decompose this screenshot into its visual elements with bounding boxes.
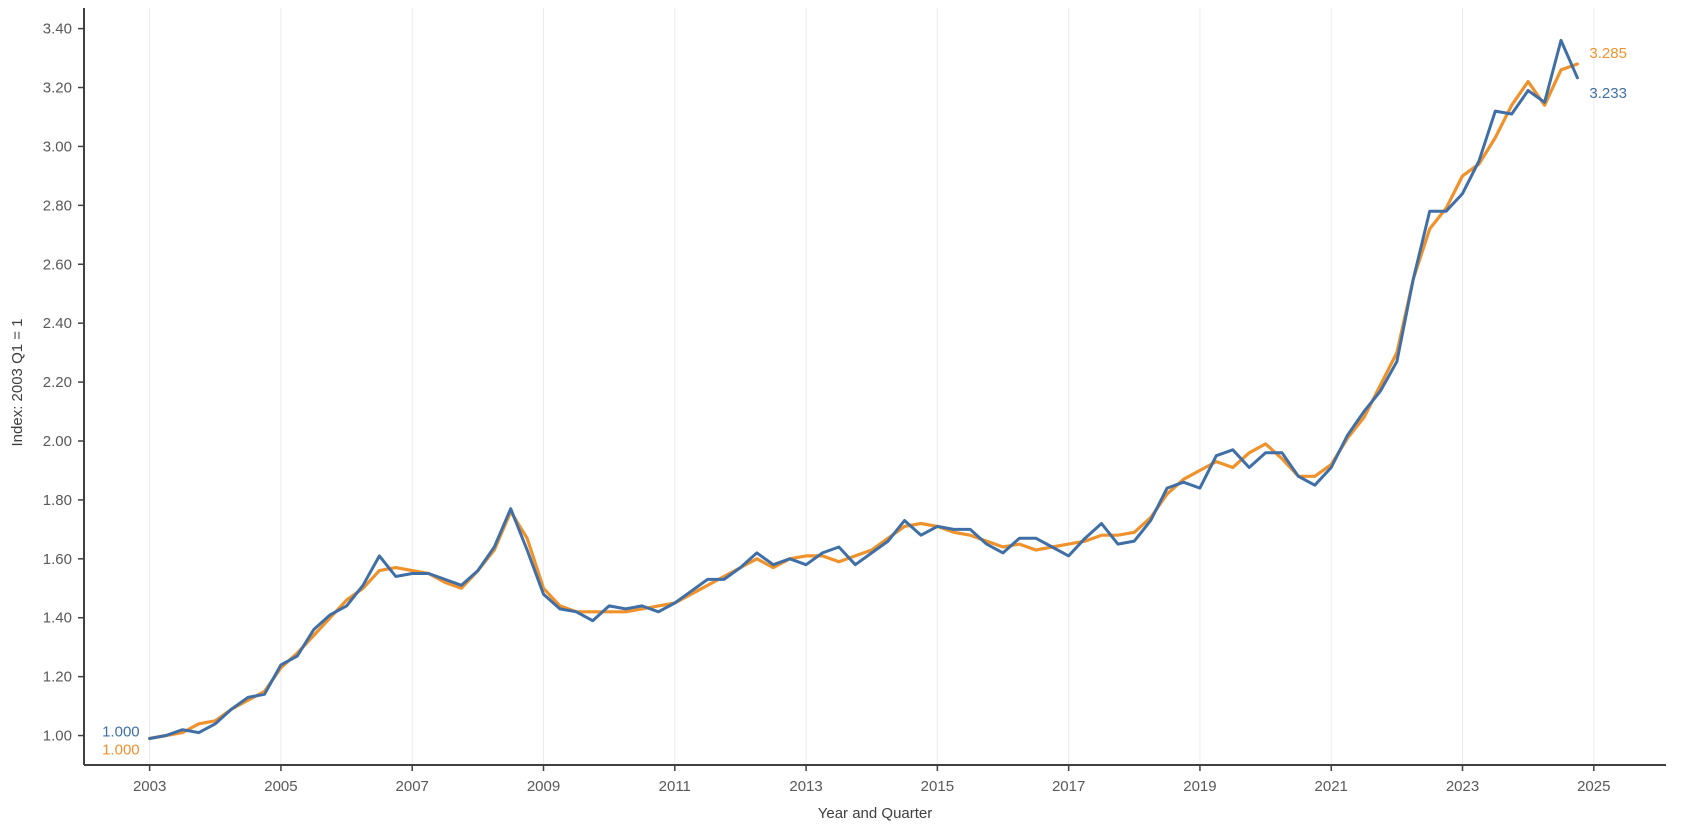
y-tick-label: 1.40 xyxy=(43,610,72,627)
orange-start-label: 1.000 xyxy=(102,741,140,758)
x-tick-label: 2023 xyxy=(1446,778,1479,795)
x-tick-label: 2009 xyxy=(527,778,560,795)
x-tick-label: 2007 xyxy=(396,778,429,795)
y-tick-label: 3.20 xyxy=(43,80,72,97)
x-tick-label: 2003 xyxy=(133,778,166,795)
y-tick-label: 2.20 xyxy=(43,374,72,391)
y-axis-title: Index: 2003 Q1 = 1 xyxy=(9,318,26,446)
x-tick-label: 2015 xyxy=(921,778,954,795)
x-tick-label: 2021 xyxy=(1315,778,1348,795)
y-tick-label: 2.40 xyxy=(43,315,72,332)
y-tick-labels: 1.00 1.20 1.40 1.60 1.80 2.00 2.20 2.40 2.60 2.80… xyxy=(43,21,84,745)
x-tick-label: 2025 xyxy=(1577,778,1610,795)
x-axis-title: Year and Quarter xyxy=(818,805,933,822)
series-end-labels: 1.000 3.285 1.000 3.233 xyxy=(102,45,1627,759)
y-tick-label: 2.80 xyxy=(43,197,72,214)
blue-start-label: 1.000 xyxy=(102,723,140,740)
x-tick-label: 2011 xyxy=(659,778,691,795)
y-tick-label: 1.00 xyxy=(43,728,72,745)
x-tick-label: 2013 xyxy=(789,778,822,795)
y-tick-label: 1.60 xyxy=(43,551,72,568)
blue-end-label: 3.233 xyxy=(1589,85,1627,102)
orange-end-label: 3.285 xyxy=(1589,45,1627,62)
x-tick-label: 2017 xyxy=(1052,778,1085,795)
series-layer xyxy=(148,38,1579,741)
y-tick-label: 2.60 xyxy=(43,256,72,273)
y-tick-label: 1.80 xyxy=(43,492,72,509)
x-tick-labels: 2003 2005 2007 2009 2011 2013 2015 2017 2019 2021… xyxy=(133,765,1610,795)
axes-layer xyxy=(83,8,1666,766)
blue-series-line xyxy=(148,38,1579,740)
orange-series-line xyxy=(148,62,1579,741)
y-tick-label: 3.00 xyxy=(43,138,72,155)
y-tick-label: 3.40 xyxy=(43,21,72,38)
y-tick-label: 1.20 xyxy=(43,669,72,686)
grid-layer xyxy=(149,8,1595,765)
x-tick-label: 2005 xyxy=(264,778,297,795)
x-tick-label: 2019 xyxy=(1183,778,1216,795)
y-tick-label: 2.00 xyxy=(43,433,72,450)
